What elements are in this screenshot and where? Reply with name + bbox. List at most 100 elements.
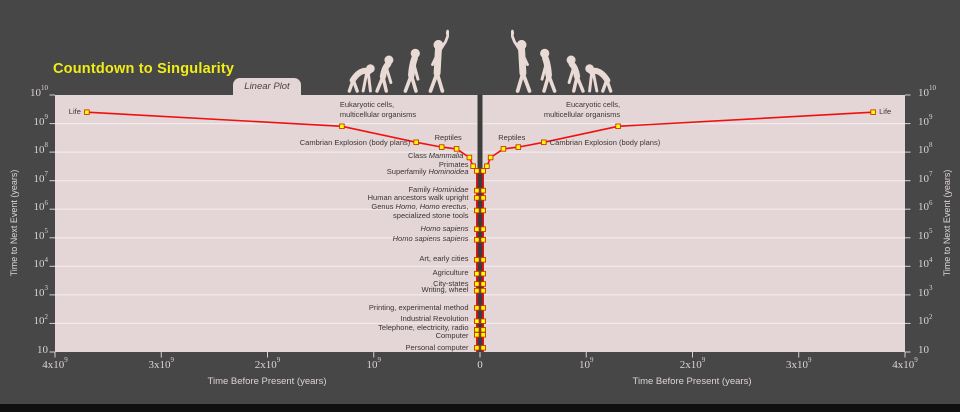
event-label-hominidae-left: Family Hominidae [408, 185, 469, 195]
event-label-eukaryotic-left: multicellular organisms [339, 109, 417, 119]
y-tick-label-right: 105 [918, 227, 933, 242]
data-point-marker-genus [474, 207, 480, 214]
data-point-marker-upright [480, 195, 486, 201]
data-point-marker-agriculture [474, 270, 480, 277]
event-label-eukaryotic-right: multicellular organisms [543, 109, 621, 119]
y-tick-label-left: 107 [33, 170, 49, 185]
event-label-cambrian-right: Cambrian Explosion (body plans) [549, 137, 661, 147]
y-tick-label-right: 104 [918, 255, 933, 271]
bottom-black-bar [0, 404, 960, 412]
data-point-marker-telephone [474, 327, 480, 333]
data-point-marker-sapiens_sapiens [480, 237, 486, 243]
event-label-eukaryotic-right: Eucaryotic cells, [565, 100, 621, 110]
data-point-marker-reptiles [438, 144, 445, 150]
event-label-pc-left: Personal computer [405, 342, 469, 352]
tab-linear-plot[interactable]: Linear Plot [233, 78, 301, 95]
event-label-cambrian-left: Cambrian Explosion (body plans) [299, 137, 411, 147]
data-point-marker-upright [474, 195, 480, 201]
evolution-of-man-mirrored-icon [511, 29, 613, 93]
data-point-marker-telephone [480, 327, 486, 333]
x-tick-label-left: 0 [477, 359, 483, 371]
data-point-marker-life [870, 109, 876, 115]
y-tick-label-right: 10 [918, 344, 929, 356]
event-label-city_states-left: City-states [433, 278, 469, 288]
y-axis-label-right: Time to Next Event (years) [942, 169, 952, 277]
data-point-marker-eukaryotic [615, 123, 621, 130]
x-axis-label-right: Time Before Present (years) [632, 376, 752, 387]
data-point-marker-writing [480, 287, 486, 294]
data-point-marker-city_states [480, 281, 486, 287]
evolution-of-man-icon [347, 29, 449, 93]
data-point-marker-primates [484, 163, 490, 169]
event-label-writing-left: Writing, wheel [421, 285, 469, 295]
event-label-printing-left: Printing, experimental method [368, 302, 469, 312]
y-tick-label-left: 10 [37, 344, 48, 356]
data-point-marker-genus [480, 207, 486, 214]
data-point-marker-mammalia [466, 154, 473, 161]
x-tick-label-left: 2x109 [254, 356, 281, 371]
event-label-eukaryotic-left: Eukaryotic cells, [339, 100, 395, 110]
data-point-marker-art [474, 257, 480, 263]
y-tick-label-right: 107 [918, 170, 933, 185]
y-tick-label-left: 1010 [30, 84, 48, 99]
x-tick-label-right: 4x109 [892, 356, 918, 371]
x-tick-label-left: 4x109 [42, 356, 68, 371]
event-label-life-right: Life [879, 106, 892, 116]
data-point-marker-sapiens_sapiens [474, 237, 480, 243]
y-tick-label-left: 102 [33, 312, 49, 328]
data-point-marker-writing [474, 287, 480, 294]
data-point-marker-primates [470, 163, 476, 169]
x-axis-label-left: Time Before Present (years) [207, 376, 327, 387]
data-point-marker-city_states [474, 281, 480, 287]
event-label-computer-left: Computer [435, 331, 469, 340]
data-point-marker-eukaryotic [339, 123, 345, 130]
event-label-telephone-left: Telephone, electricity, radio [378, 323, 469, 333]
event-label-industrial-left: Industrial Revolution [400, 313, 469, 323]
event-label-life-left: Life [68, 106, 81, 116]
event-label-upright-left: Human ancestors walk upright [367, 192, 469, 202]
y-tick-label-left: 106 [33, 198, 49, 214]
data-point-marker-computer [474, 332, 480, 338]
data-point-marker-hominoidea [480, 168, 486, 174]
event-label-hominoidea-left: Superfamily Hominoidea [386, 166, 469, 176]
data-point-marker-art [480, 257, 486, 263]
data-point-marker-reptiles [515, 144, 522, 150]
data-point-marker-life [84, 109, 90, 115]
data-point-marker-industrial [474, 318, 480, 324]
data-point-marker-computer [480, 332, 486, 338]
y-tick-label-left: 103 [33, 284, 49, 299]
event-label-agriculture-left: Agriculture [432, 268, 469, 278]
event-label-sapiens_sapiens-left: Homo sapiens sapiens [392, 234, 469, 244]
x-tick-label-left: 109 [366, 356, 382, 371]
data-point-marker-agriculture [480, 270, 486, 277]
event-label-art-left: Art, early cities [419, 254, 469, 264]
center-zero-axis-bar [477, 95, 483, 352]
data-point-marker-hominidae [480, 187, 486, 194]
x-tick-label-right: 3x109 [786, 356, 812, 371]
y-tick-label-left: 105 [33, 227, 49, 242]
y-tick-label-right: 1010 [918, 84, 936, 99]
y-tick-label-right: 106 [918, 198, 933, 214]
data-point-marker-pc [480, 345, 486, 351]
y-tick-label-left: 109 [33, 112, 49, 128]
data-point-marker-mammalia [487, 154, 494, 161]
x-tick-label-left: 3x109 [148, 356, 175, 371]
event-label-mammalia-left: Class Mammalia [407, 150, 464, 160]
y-axis-label-left: Time to Next Event (years) [9, 169, 19, 277]
data-point-marker-printing [480, 305, 486, 311]
y-tick-label-left: 108 [33, 141, 49, 157]
data-point-marker-sapiens [480, 226, 486, 232]
data-point-marker-sapiens [474, 226, 480, 232]
x-tick-label-right: 109 [579, 356, 594, 371]
event-label-reptiles-right: Reptiles [498, 133, 526, 143]
y-tick-label-right: 108 [918, 141, 933, 157]
y-tick-label-right: 103 [918, 284, 933, 299]
x-tick-label-right: 2x109 [679, 356, 706, 371]
data-point-marker-reptiles2 [500, 146, 507, 152]
event-label-genus-left: Genus Homo, Homo erectus, [371, 202, 469, 212]
data-point-marker-reptiles2 [453, 146, 460, 152]
chart-title: Countdown to Singularity [53, 61, 235, 77]
event-label-sapiens-left: Homo sapiens [420, 223, 469, 233]
y-tick-label-right: 102 [918, 312, 933, 328]
